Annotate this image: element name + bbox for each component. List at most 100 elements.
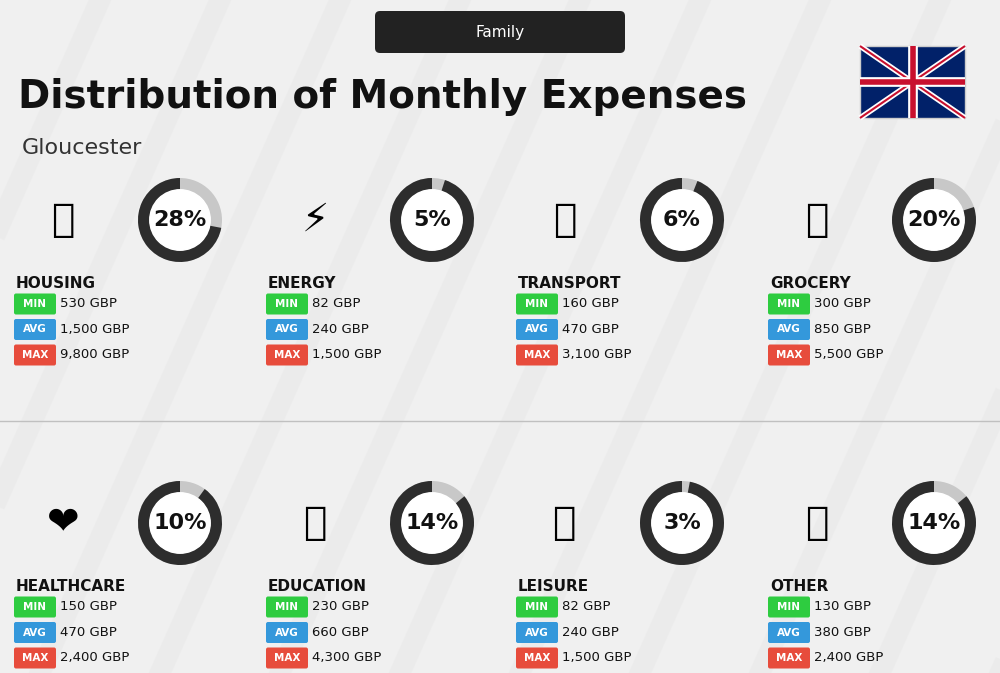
Text: 470 GBP: 470 GBP [562,323,619,336]
Wedge shape [892,481,976,565]
Text: 380 GBP: 380 GBP [814,626,871,639]
Text: 5,500 GBP: 5,500 GBP [814,349,884,361]
Text: OTHER: OTHER [770,579,828,594]
FancyBboxPatch shape [516,647,558,668]
Text: LEISURE: LEISURE [518,579,589,594]
Text: MAX: MAX [22,653,48,663]
Text: 2,400 GBP: 2,400 GBP [60,651,129,664]
Text: MIN: MIN [526,299,548,309]
Text: AVG: AVG [275,324,299,334]
FancyBboxPatch shape [14,622,56,643]
Wedge shape [892,178,976,262]
FancyBboxPatch shape [14,647,56,668]
Text: 240 GBP: 240 GBP [562,626,619,639]
FancyBboxPatch shape [768,596,810,618]
Wedge shape [892,178,976,262]
FancyBboxPatch shape [14,596,56,618]
FancyBboxPatch shape [266,596,308,618]
Text: 82 GBP: 82 GBP [562,600,610,614]
Text: 14%: 14% [405,513,459,533]
FancyBboxPatch shape [768,319,810,340]
Text: ⚡: ⚡ [301,201,329,239]
FancyBboxPatch shape [266,293,308,314]
Text: AVG: AVG [23,324,47,334]
FancyBboxPatch shape [768,293,810,314]
Text: 230 GBP: 230 GBP [312,600,369,614]
Text: 660 GBP: 660 GBP [312,626,369,639]
Text: 150 GBP: 150 GBP [60,600,117,614]
Text: 240 GBP: 240 GBP [312,323,369,336]
Text: 530 GBP: 530 GBP [60,297,117,310]
Text: MAX: MAX [22,350,48,360]
Text: 3,100 GBP: 3,100 GBP [562,349,632,361]
Text: GROCERY: GROCERY [770,276,851,291]
Text: AVG: AVG [777,324,801,334]
Text: HEALTHCARE: HEALTHCARE [16,579,126,594]
Wedge shape [390,178,474,262]
Text: 6%: 6% [663,210,701,230]
FancyBboxPatch shape [266,622,308,643]
Text: 5%: 5% [413,210,451,230]
FancyBboxPatch shape [14,319,56,340]
Text: MIN: MIN [276,299,298,309]
Text: 10%: 10% [153,513,207,533]
Text: MAX: MAX [776,653,802,663]
Text: MIN: MIN [778,602,800,612]
Text: 9,800 GBP: 9,800 GBP [60,349,129,361]
Text: AVG: AVG [525,627,549,637]
Wedge shape [640,481,724,565]
Wedge shape [390,481,474,565]
Text: 💰: 💰 [805,504,829,542]
Text: 28%: 28% [153,210,207,230]
Text: AVG: AVG [23,627,47,637]
Wedge shape [640,481,724,565]
Text: MIN: MIN [778,299,800,309]
Text: 🛒: 🛒 [805,201,829,239]
Text: 1,500 GBP: 1,500 GBP [60,323,130,336]
FancyBboxPatch shape [516,293,558,314]
Text: MAX: MAX [524,653,550,663]
Text: MAX: MAX [274,350,300,360]
FancyBboxPatch shape [860,46,965,118]
Text: 20%: 20% [907,210,961,230]
Text: 850 GBP: 850 GBP [814,323,871,336]
FancyBboxPatch shape [768,345,810,365]
Text: MIN: MIN [24,602,46,612]
Text: AVG: AVG [777,627,801,637]
Circle shape [402,493,462,553]
Text: 1,500 GBP: 1,500 GBP [562,651,632,664]
Text: MIN: MIN [24,299,46,309]
Circle shape [150,493,210,553]
Text: MAX: MAX [524,350,550,360]
Text: MIN: MIN [276,602,298,612]
FancyBboxPatch shape [768,647,810,668]
Text: 1,500 GBP: 1,500 GBP [312,349,382,361]
Text: 🏢: 🏢 [51,201,75,239]
Text: 2,400 GBP: 2,400 GBP [814,651,883,664]
FancyBboxPatch shape [14,345,56,365]
FancyBboxPatch shape [266,319,308,340]
Text: 14%: 14% [907,513,961,533]
Text: Family: Family [475,24,525,40]
Circle shape [150,190,210,250]
Text: 82 GBP: 82 GBP [312,297,360,310]
Text: 300 GBP: 300 GBP [814,297,871,310]
FancyBboxPatch shape [768,622,810,643]
Circle shape [652,190,712,250]
Wedge shape [138,178,222,262]
Wedge shape [138,481,222,565]
Text: 3%: 3% [663,513,701,533]
Wedge shape [892,481,976,565]
Text: HOUSING: HOUSING [16,276,96,291]
Text: 🛍️: 🛍️ [553,504,577,542]
FancyBboxPatch shape [266,647,308,668]
Wedge shape [390,178,474,262]
Text: AVG: AVG [275,627,299,637]
Text: Distribution of Monthly Expenses: Distribution of Monthly Expenses [18,78,747,116]
Circle shape [402,190,462,250]
Text: TRANSPORT: TRANSPORT [518,276,622,291]
Text: ❤️: ❤️ [47,504,79,542]
Text: MAX: MAX [776,350,802,360]
Wedge shape [640,178,724,262]
FancyBboxPatch shape [375,11,625,53]
